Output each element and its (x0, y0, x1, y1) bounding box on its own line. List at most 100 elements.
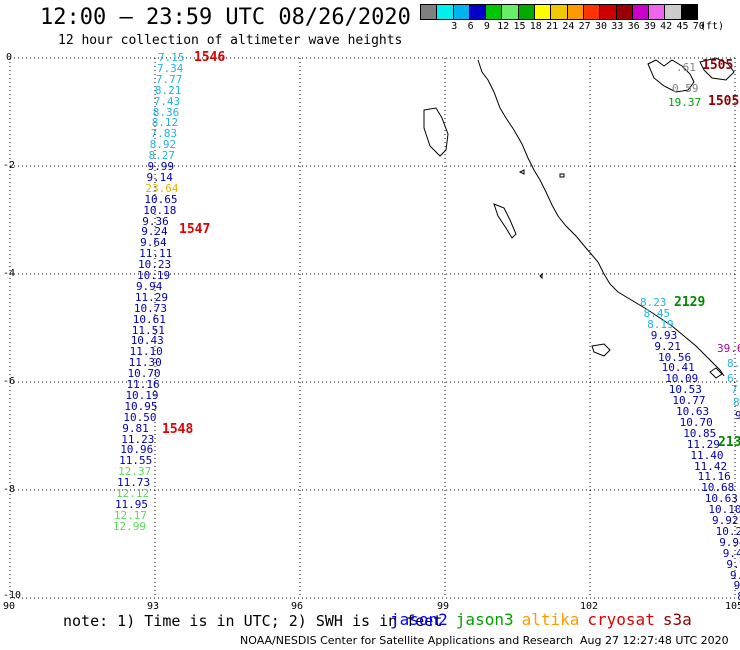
wave-height-value: 9.93 (650, 328, 678, 342)
wave-height-value: 12.37 (118, 465, 152, 479)
x-tick-label: 96 (291, 601, 304, 612)
track-id-label: 2129 (674, 295, 706, 310)
legend-tick-label: 15 (513, 21, 526, 32)
wave-height-value: 10.09 (665, 372, 699, 386)
wave-height-value: 11.30 (128, 356, 162, 370)
legend-tick-label: 21 (546, 21, 559, 32)
wave-height-value: 11.40 (690, 448, 724, 462)
wave-height-value: 8.3 (727, 357, 740, 370)
satellite-name: cryosat (587, 610, 655, 629)
wave-height-value: 9.14 (146, 170, 173, 184)
y-tick-label: -6 (3, 376, 16, 387)
y-tick-label: -4 (3, 268, 16, 279)
wave-height-value: 10.25 (715, 524, 740, 538)
wave-height-value: 12.12 (116, 487, 150, 500)
wave-height-value: 10.70 (679, 415, 713, 429)
track-id-label: 213 (718, 435, 740, 450)
legend-tick-label: 12 (497, 21, 510, 32)
wave-height-value: 8.36 (152, 105, 180, 119)
legend-tick-label: 45 (676, 21, 689, 32)
legend-tick-label: 6 (467, 21, 474, 32)
wave-height-value: 10.85 (683, 426, 717, 440)
wave-height-value: 10.68 (701, 481, 735, 495)
coastline (423, 57, 735, 379)
wave-height-value: 23.64 (145, 181, 179, 195)
wave-height-value: 11.16 (126, 378, 160, 391)
wave-height-value: 10.96 (120, 443, 154, 457)
wave-height-value: 11.55 (119, 454, 153, 468)
wave-height-value: 11.51 (131, 323, 165, 337)
legend-swatch (599, 4, 617, 20)
satellite-name: altika (521, 610, 580, 629)
wave-height-value: 10.10 (708, 503, 740, 517)
wave-height-value: 11.29 (134, 290, 169, 304)
wave-height-value: 8.23 (640, 296, 667, 309)
wave-height-value: 9.81 (122, 421, 149, 435)
legend-tick-label: 3 (451, 21, 458, 32)
track-id-label: 1548 (162, 422, 194, 437)
wave-height-value: 8.19 (647, 317, 674, 331)
x-tick-label: 99 (437, 601, 450, 612)
wave-height-value: 8.12 (151, 116, 179, 130)
x-tick-label: 90 (3, 601, 16, 612)
satellite-name: jason3 (455, 610, 514, 629)
legend-swatch (436, 4, 454, 20)
page-subtitle: 12 hour collection of altimeter wave hei… (58, 33, 403, 48)
wave-height-value: 7.83 (150, 127, 178, 141)
wave-height-value: 11.95 (114, 497, 149, 511)
x-tick-label: 102 (580, 601, 599, 612)
wave-height-value: 10.63 (704, 492, 738, 506)
track-id-label: 1546 (194, 50, 226, 65)
wave-height-value: 8.45 (643, 306, 671, 320)
wave-height-value: 9.21 (654, 339, 681, 353)
track-id-label: 1547 (179, 222, 211, 237)
satellite-name: s3a (662, 610, 692, 629)
legend-swatch (468, 4, 487, 20)
x-tick-label: 105 (725, 601, 740, 612)
wave-height-value: 9.43 (722, 546, 740, 560)
legend-swatch (517, 4, 536, 20)
wave-height-value: 10.61 (132, 312, 166, 326)
wave-height-value: 10.43 (130, 334, 164, 348)
wave-height-value: 8 (737, 590, 740, 603)
wave-height-value: 10.41 (661, 361, 695, 375)
legend-swatch (615, 4, 633, 20)
wave-height-value: 39.6 (717, 342, 740, 355)
wave-height-value: 11.10 (129, 345, 163, 359)
legend-swatch (452, 4, 470, 20)
wave-height-value: 7. (731, 383, 740, 396)
wave-height-value: 8.92 (149, 138, 177, 152)
wave-height-value: 10.77 (672, 394, 706, 408)
wave-height-value: 10.73 (133, 301, 167, 315)
wave-height-value: 9.24 (141, 225, 168, 239)
wave-height-value: 10.70 (127, 367, 161, 381)
wave-height-value: 7.34 (156, 61, 184, 75)
wave-height-value: 10.19 (125, 388, 159, 402)
wave-height-value: 10.50 (123, 410, 157, 424)
footer-note: note: 1) Time is in UTC; 2) SWH is in fe… (63, 612, 443, 630)
legend-tick-label: 24 (562, 21, 575, 32)
wave-height-value: 9.36 (142, 214, 169, 228)
legend-swatch (648, 4, 666, 20)
wave-height-value: 10.63 (676, 405, 710, 418)
wave-height-value: 9.99 (147, 160, 175, 173)
legend-tick-label: 70 (692, 21, 705, 32)
legend-swatch (420, 4, 438, 20)
satellite-legend: jason2 jason3 altika cryosat s3a (390, 610, 700, 629)
wave-height-value: 11.73 (117, 476, 151, 490)
y-tick-label: -8 (3, 484, 16, 495)
wave-height-value: 7.15 (158, 51, 185, 64)
wave-height-value: 7.77 (155, 72, 183, 86)
legend-tick-label: 36 (627, 21, 640, 32)
wave-height-value: 11.42 (694, 459, 728, 473)
legend-swatch (501, 4, 519, 20)
wave-height-value: 10.23 (138, 258, 172, 272)
legend-swatch (582, 4, 601, 20)
legend-swatch (631, 4, 650, 20)
wave-height-value: 8.27 (148, 149, 176, 163)
wave-height-value: 10.95 (124, 399, 158, 413)
y-tick-label: -2 (3, 160, 16, 171)
wave-height-value: 8.21 (154, 83, 182, 97)
satellite-name: jason2 (390, 610, 448, 629)
wave-height-value: 9.92 (712, 514, 739, 527)
